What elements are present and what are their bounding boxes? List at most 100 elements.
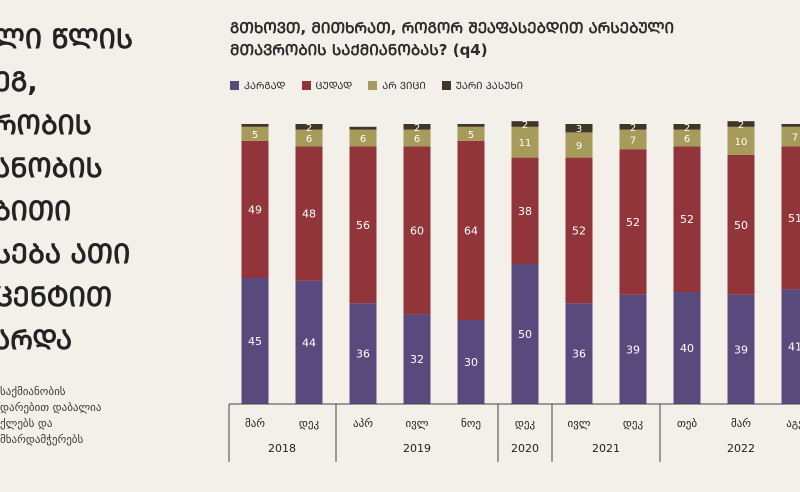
category-tick-label: ნოე [461,417,481,430]
bar-segment-good [565,303,593,404]
bar-value-label: 6 [684,134,690,145]
headline-line: ᲪᲔᲜᲢᲘᲗ [0,282,113,313]
question-title-line: ᲒᲗᲮᲝᲕᲗ, ᲛᲘᲗᲮᲠᲐᲗ, ᲠᲝᲒᲝᲠ ᲨᲔᲐᲤᲐᲡᲔᲑᲓᲘᲗ ᲐᲠᲡᲔᲑ… [230,19,675,37]
bar-segment-dk [403,129,431,147]
bar-segment-bad [511,157,539,264]
bar-segment-good [511,264,539,404]
bar-segment-ra [565,124,593,133]
bar-segment-good [673,292,701,404]
year-label: 2020 [511,442,539,455]
bar-value-label: 48 [302,208,316,221]
bar-segment-good [295,280,323,404]
bar-segment-dk [781,126,800,147]
legend-swatch [368,80,378,90]
bar-segment-good [403,314,431,404]
bar-segment-ra [295,124,323,130]
bar-value-label: 50 [518,328,532,341]
bar-segment-good [349,303,377,404]
bar-value-label: 44 [302,336,316,349]
bar-value-label: 5 [468,130,474,141]
bar-value-label: 10 [735,137,748,148]
bar-value-label: 36 [572,348,586,361]
bar-segment-ra [511,121,539,127]
bar-segment-ra [241,124,269,127]
bar-value-label: 49 [248,203,262,216]
bar-value-label: 51 [788,212,800,225]
legend-item: ᲙᲐᲠᲒᲐᲓ [230,78,286,92]
bar-segment-good [781,289,800,404]
bar-segment-ra [619,124,647,130]
bar-segment-bad [295,146,323,281]
bar-segment-dk [511,126,539,158]
bar-segment-dk [673,129,701,147]
headline-line: ᲔᲒ, [0,67,38,98]
legend-swatch [301,80,311,90]
bar-segment-ra [727,121,755,127]
bar-segment-ra [457,124,485,127]
note-line: დარებით დაბალია [0,401,102,414]
bar-value-label: 7 [792,133,798,144]
category-tick-label: აპრ [353,417,373,430]
bar-value-label: 60 [410,224,424,237]
category-tick-label: ივლ [405,417,428,430]
bar-segment-dk [349,129,377,147]
category-tick-label: დეკ [515,417,536,430]
bar-segment-ra [349,126,377,130]
bar-value-label: 6 [306,134,312,145]
headline-line: ᲚᲘ ᲬᲚᲘᲡ [0,24,134,55]
note-line: საქმიანობის [0,385,66,398]
bar-segment-good [241,278,269,404]
legend-label: ᲣᲐᲠᲘ ᲞᲐᲡᲣᲮᲘ [455,81,523,92]
bar-segment-bad [781,146,800,290]
bar-value-label: 2 [414,123,420,134]
category-tick-label: ივლ [567,417,590,430]
year-label: 2019 [403,442,431,455]
legend-swatch [230,80,239,90]
bar-value-label: 41 [788,341,800,354]
bar-value-label: 32 [410,353,424,366]
bar-segment-bad [619,149,647,295]
bar-segment-ra [403,124,431,130]
category-tick-label: აგვ [786,417,800,430]
bar-segment-dk [241,126,269,141]
bar-segment-bad [565,157,593,304]
category-tick-label: დეკ [299,417,320,430]
note-line: მხარდამჭერებს [0,433,84,446]
legend-item: ᲪᲣᲓᲐᲓ [301,78,352,92]
year-label: 2018 [268,442,296,455]
bar-segment-bad [349,146,377,304]
category-tick-label: მარ [731,417,751,430]
question-title-line: ᲛᲗᲐᲕᲠᲝᲑᲘᲡ ᲡᲐᲥᲛᲘᲐᲜᲝᲑᲐᲡ? (q4) [230,41,488,59]
headline-line: ᲠᲝᲑᲘᲡ [0,110,92,141]
headline-line: ᲑᲘᲗᲘ [0,196,72,227]
bar-value-label: 50 [734,219,748,232]
bar-value-label: 39 [626,343,640,356]
bar-value-label: 9 [576,141,582,152]
bar-segment-dk [565,132,593,158]
bar-segment-bad [241,140,269,278]
bar-value-label: 3 [576,124,582,135]
bar-value-label: 36 [356,348,370,361]
bar-value-label: 45 [248,335,262,348]
category-tick-label: თებ [677,417,697,430]
bar-value-label: 11 [519,138,532,149]
legend-label: ᲐᲠ ᲕᲘᲪᲘ [382,81,426,92]
left-panel: ᲚᲘ ᲬᲚᲘᲡ ᲔᲒ, ᲠᲝᲑᲘᲡ ᲐᲜᲝᲑᲘᲡ ᲑᲘᲗᲘ ᲡᲔᲑᲐ ᲐᲗᲘ ᲪᲔᲜᲢᲘᲗ Ა… [0,0,195,492]
category-tick-label: დეკ [623,417,644,430]
year-label: 2021 [592,442,620,455]
bar-value-label: 2 [522,120,528,131]
year-label: 2022 [727,442,755,455]
note-text: საქმიანობის დარებით დაბალია ქლებს და მხარდა… [0,384,101,448]
bar-segment-ra [781,124,800,127]
headline-line: ᲡᲔᲑᲐ ᲐᲗᲘ [0,239,131,270]
bar-segment-dk [457,126,485,141]
bar-segment-good [457,320,485,404]
bar-value-label: 40 [680,342,694,355]
bar-value-label: 30 [464,356,478,369]
bar-value-label: 56 [356,219,370,232]
note-line: ქლებს და [0,417,53,430]
bar-value-label: 52 [572,224,586,237]
bar-segment-good [727,294,755,404]
bar-value-label: 52 [680,213,694,226]
